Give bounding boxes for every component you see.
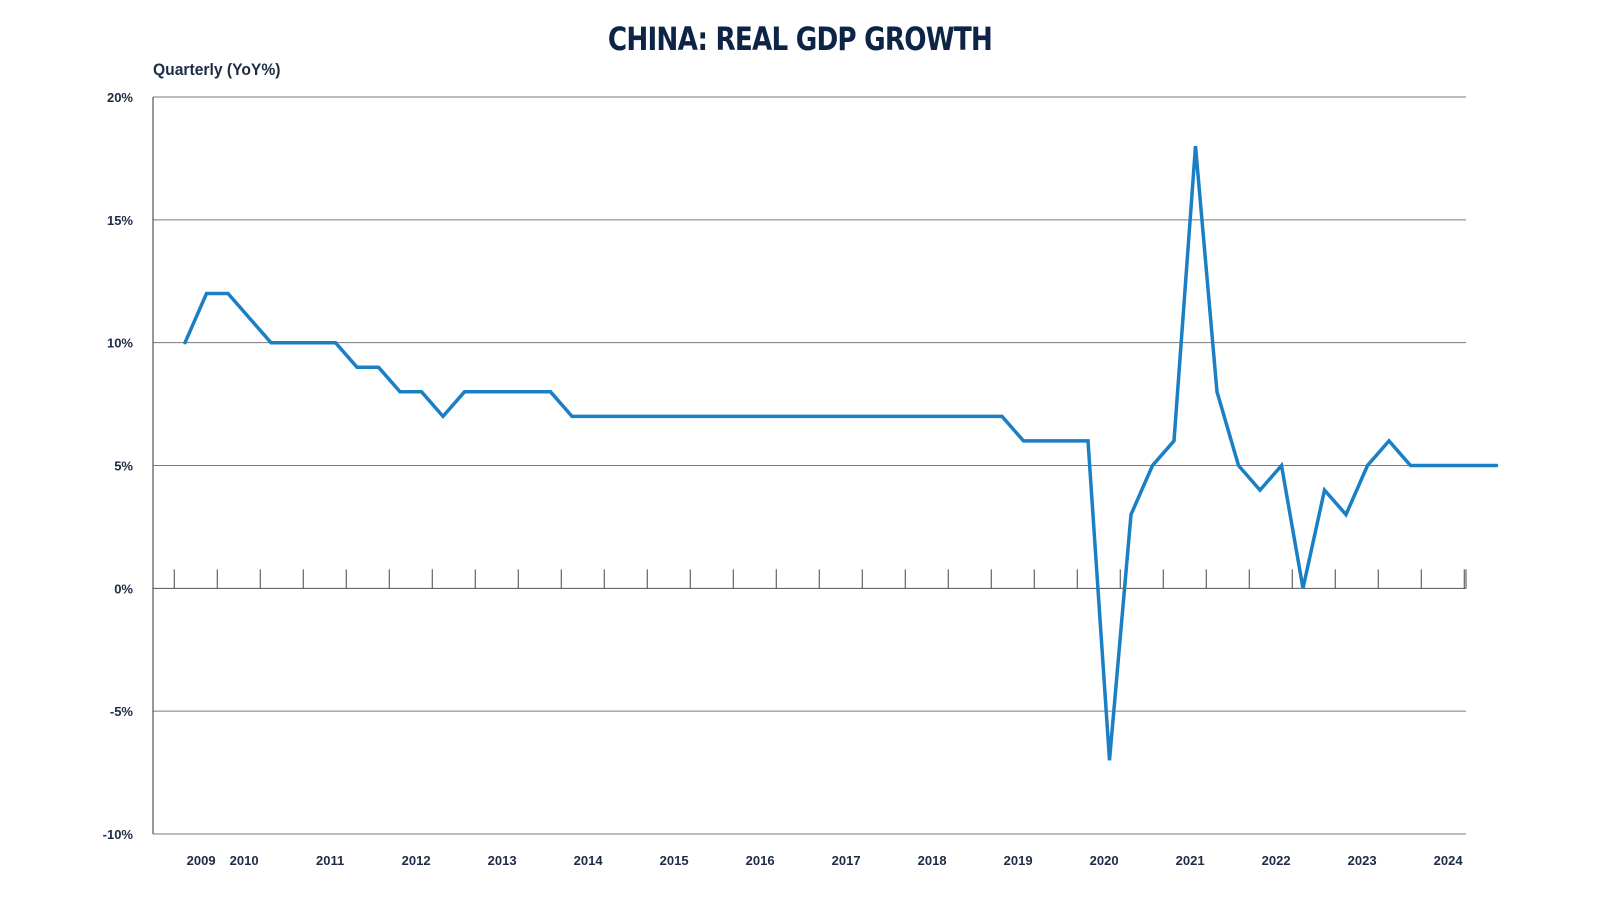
y-tick-labels: 20% 15% 10% 5% 0% -5% -10% [103, 90, 134, 842]
x-tick-label: 2022 [1262, 853, 1291, 868]
x-tick-label: 2021 [1176, 853, 1205, 868]
x-tick-label: 2018 [918, 853, 947, 868]
x-tick-label: 2024 [1434, 853, 1464, 868]
x-tick-label: 2016 [746, 853, 775, 868]
y-tick-label: 15% [107, 213, 133, 228]
x-tick-labels: 2009 2010 2011 2012 2013 2014 2015 2016 2017 2018… [187, 853, 1464, 868]
y-tick-label: -5% [110, 704, 134, 719]
quarter-ticks [173, 569, 1467, 589]
x-tick-label: 2011 [316, 853, 344, 868]
gridlines [153, 96, 1466, 835]
y-tick-label: 0% [114, 581, 133, 596]
series-layer [183, 145, 1499, 761]
x-tick-label: 2023 [1348, 853, 1377, 868]
y-axis-label: Quarterly (YoY%) [153, 60, 281, 79]
x-tick-label: 2020 [1090, 853, 1119, 868]
x-tick-label: 2010 [230, 853, 259, 868]
x-tick-label: 2017 [832, 853, 861, 868]
chart-title: CHINA: REAL GDP GROWTH [607, 20, 993, 58]
x-tick-label: 2012 [402, 853, 431, 868]
x-tick-label: 2013 [488, 853, 517, 868]
series-line [183, 145, 1499, 761]
x-tick-label: 2015 [660, 853, 689, 868]
y-tick-label: 5% [114, 459, 133, 474]
x-tick-label: 2019 [1004, 853, 1033, 868]
y-tick-label: -10% [103, 827, 134, 842]
x-tick-label: 2009 [187, 853, 216, 868]
y-tick-label: 20% [107, 90, 133, 105]
y-tick-label: 10% [107, 336, 133, 351]
x-tick-label: 2014 [574, 853, 604, 868]
